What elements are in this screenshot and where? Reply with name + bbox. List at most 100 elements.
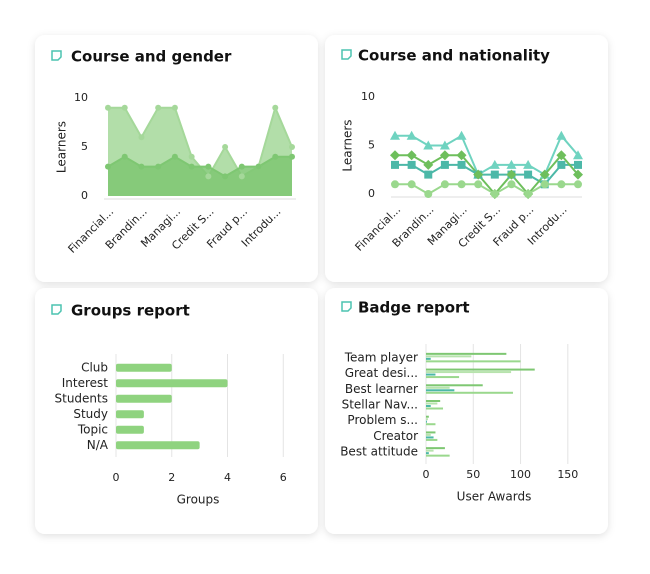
marker [490, 190, 499, 198]
bar [116, 379, 228, 388]
bar [426, 368, 535, 371]
marker [390, 130, 400, 140]
x-axis-title: User Awards [457, 490, 532, 504]
marker [205, 163, 212, 170]
marker [407, 180, 416, 189]
bar [426, 391, 513, 394]
x-tick-label: 6 [280, 471, 287, 484]
marker [440, 180, 449, 189]
bar [426, 449, 434, 452]
x-tick-label: 150 [557, 468, 578, 481]
y-tick-label: Best attitude [340, 445, 418, 459]
marker [574, 180, 582, 189]
marker [524, 170, 533, 179]
chart-title: Badge report [358, 299, 470, 317]
y-tick-label: 0 [81, 189, 88, 202]
marker [424, 190, 433, 198]
marker [272, 153, 279, 160]
y-tick-label: N/A [87, 438, 109, 452]
bar [426, 423, 436, 426]
marker [490, 170, 499, 179]
bar [426, 360, 521, 363]
bar [426, 438, 438, 441]
bar [426, 352, 507, 355]
y-tick-label: Topic [77, 422, 108, 436]
bar [426, 447, 445, 450]
y-tick-label: Study [73, 407, 108, 421]
bar [426, 407, 444, 410]
marker [121, 104, 128, 111]
marker [457, 160, 466, 169]
y-tick-label: Creator [373, 429, 418, 443]
marker [424, 170, 433, 179]
x-tick-label: 2 [168, 471, 175, 484]
bar [116, 363, 172, 372]
bar [426, 384, 483, 387]
y-tick-label: Best learner [345, 382, 418, 396]
marker [557, 160, 566, 169]
marker [391, 160, 399, 169]
y-tick-label: Problem s... [347, 413, 418, 427]
marker [573, 169, 583, 180]
bar [426, 433, 431, 436]
marker [456, 130, 467, 140]
bar [116, 425, 144, 434]
marker [121, 153, 128, 160]
marker [506, 159, 517, 169]
y-tick-label: Interest [62, 376, 109, 390]
marker [171, 153, 178, 160]
bar [426, 400, 441, 402]
y-tick-label: 0 [368, 187, 375, 200]
marker [406, 150, 417, 161]
x-tick-label: 100 [510, 468, 531, 481]
chart-title: Course and gender [71, 48, 232, 66]
marker [238, 163, 245, 170]
bar [426, 376, 460, 379]
bar [426, 371, 512, 374]
marker [573, 150, 583, 160]
bar [426, 452, 429, 455]
bar [116, 441, 200, 450]
marker [439, 140, 450, 150]
x-tick-label: 0 [423, 468, 430, 481]
bar [426, 373, 436, 376]
x-tick-label: 0 [113, 471, 120, 484]
marker [473, 169, 484, 180]
marker [489, 159, 500, 169]
card [325, 35, 608, 282]
chart-title: Groups report [71, 302, 190, 320]
marker [540, 180, 549, 189]
bar [426, 402, 438, 405]
marker [391, 180, 399, 189]
marker [105, 104, 111, 111]
bar [426, 405, 431, 407]
marker [423, 159, 434, 170]
bar [426, 454, 450, 457]
x-tick-label: 4 [224, 471, 231, 484]
marker [456, 150, 467, 161]
marker [407, 160, 416, 169]
bar [116, 410, 144, 419]
marker [205, 173, 212, 180]
marker [506, 169, 517, 180]
bar [426, 420, 427, 423]
bar [426, 389, 455, 392]
marker [507, 180, 516, 189]
marker [222, 173, 229, 180]
x-axis-title: Groups [177, 493, 220, 507]
marker [188, 153, 195, 160]
bar [426, 418, 428, 421]
marker [557, 180, 566, 189]
line [107, 155, 292, 178]
y-tick-label: Team player [344, 350, 418, 364]
marker [457, 180, 466, 189]
y-tick-label: 10 [74, 91, 88, 104]
marker [440, 160, 449, 169]
marker [289, 153, 295, 160]
bar [426, 357, 431, 360]
marker [155, 104, 162, 111]
x-tick-label: 50 [466, 468, 480, 481]
marker [289, 144, 295, 150]
y-tick-label: 5 [368, 139, 375, 152]
